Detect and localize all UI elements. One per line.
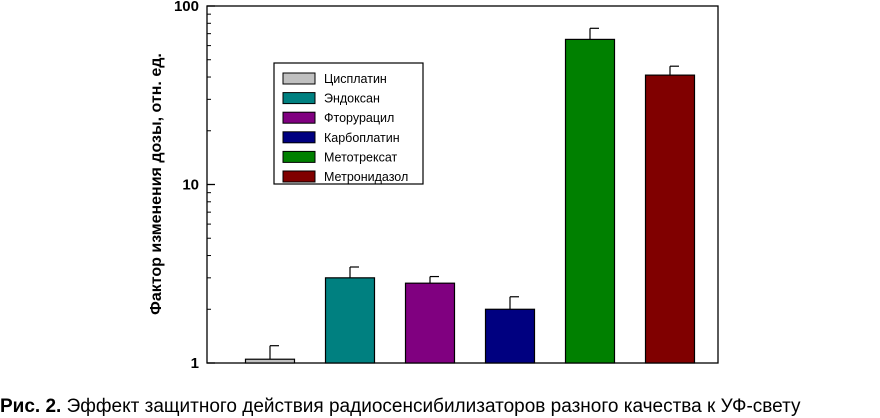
y-tick-label: 100 xyxy=(174,0,199,15)
y-tick-label: 10 xyxy=(182,177,199,194)
caption-text: Эффект защитного действия радиосенсибили… xyxy=(61,396,801,417)
legend-swatch-5 xyxy=(282,150,316,163)
legend-swatch-6 xyxy=(282,170,316,183)
bar-1 xyxy=(244,358,296,364)
bar-3 xyxy=(404,282,456,364)
figure-caption: Рис. 2. Эффект защитного действия радиос… xyxy=(0,396,880,418)
y-axis-label: Фактор изменения дозы, отн. ед. xyxy=(148,53,165,315)
bar-chart: Фактор изменения дозы, отн. ед. 1 10 100 Ц… xyxy=(148,0,719,372)
legend-label-2: Эндоксан xyxy=(324,92,380,106)
legend-label-4: Карбоплатин xyxy=(324,131,400,145)
plot-area: 1 10 100 xyxy=(174,0,719,372)
bar-5 xyxy=(564,38,616,364)
legend: Цисплатин Эндоксан Фторурацил Карбоплатин Ме… xyxy=(273,62,424,185)
bar-4 xyxy=(484,308,536,364)
legend-label-6: Метронидазол xyxy=(324,170,408,184)
legend-label-5: Метотрексат xyxy=(324,150,398,164)
legend-swatch-4 xyxy=(282,131,316,144)
legend-label-1: Цисплатин xyxy=(324,72,387,86)
legend-swatch-1 xyxy=(282,72,316,85)
caption-label: Рис. 2. xyxy=(0,396,62,417)
bar-6 xyxy=(644,74,696,364)
y-tick-label: 1 xyxy=(191,355,199,372)
bar-2 xyxy=(324,277,376,364)
legend-label-3: Фторурацил xyxy=(324,111,394,125)
legend-swatch-3 xyxy=(282,111,316,124)
legend-swatch-2 xyxy=(282,92,316,105)
